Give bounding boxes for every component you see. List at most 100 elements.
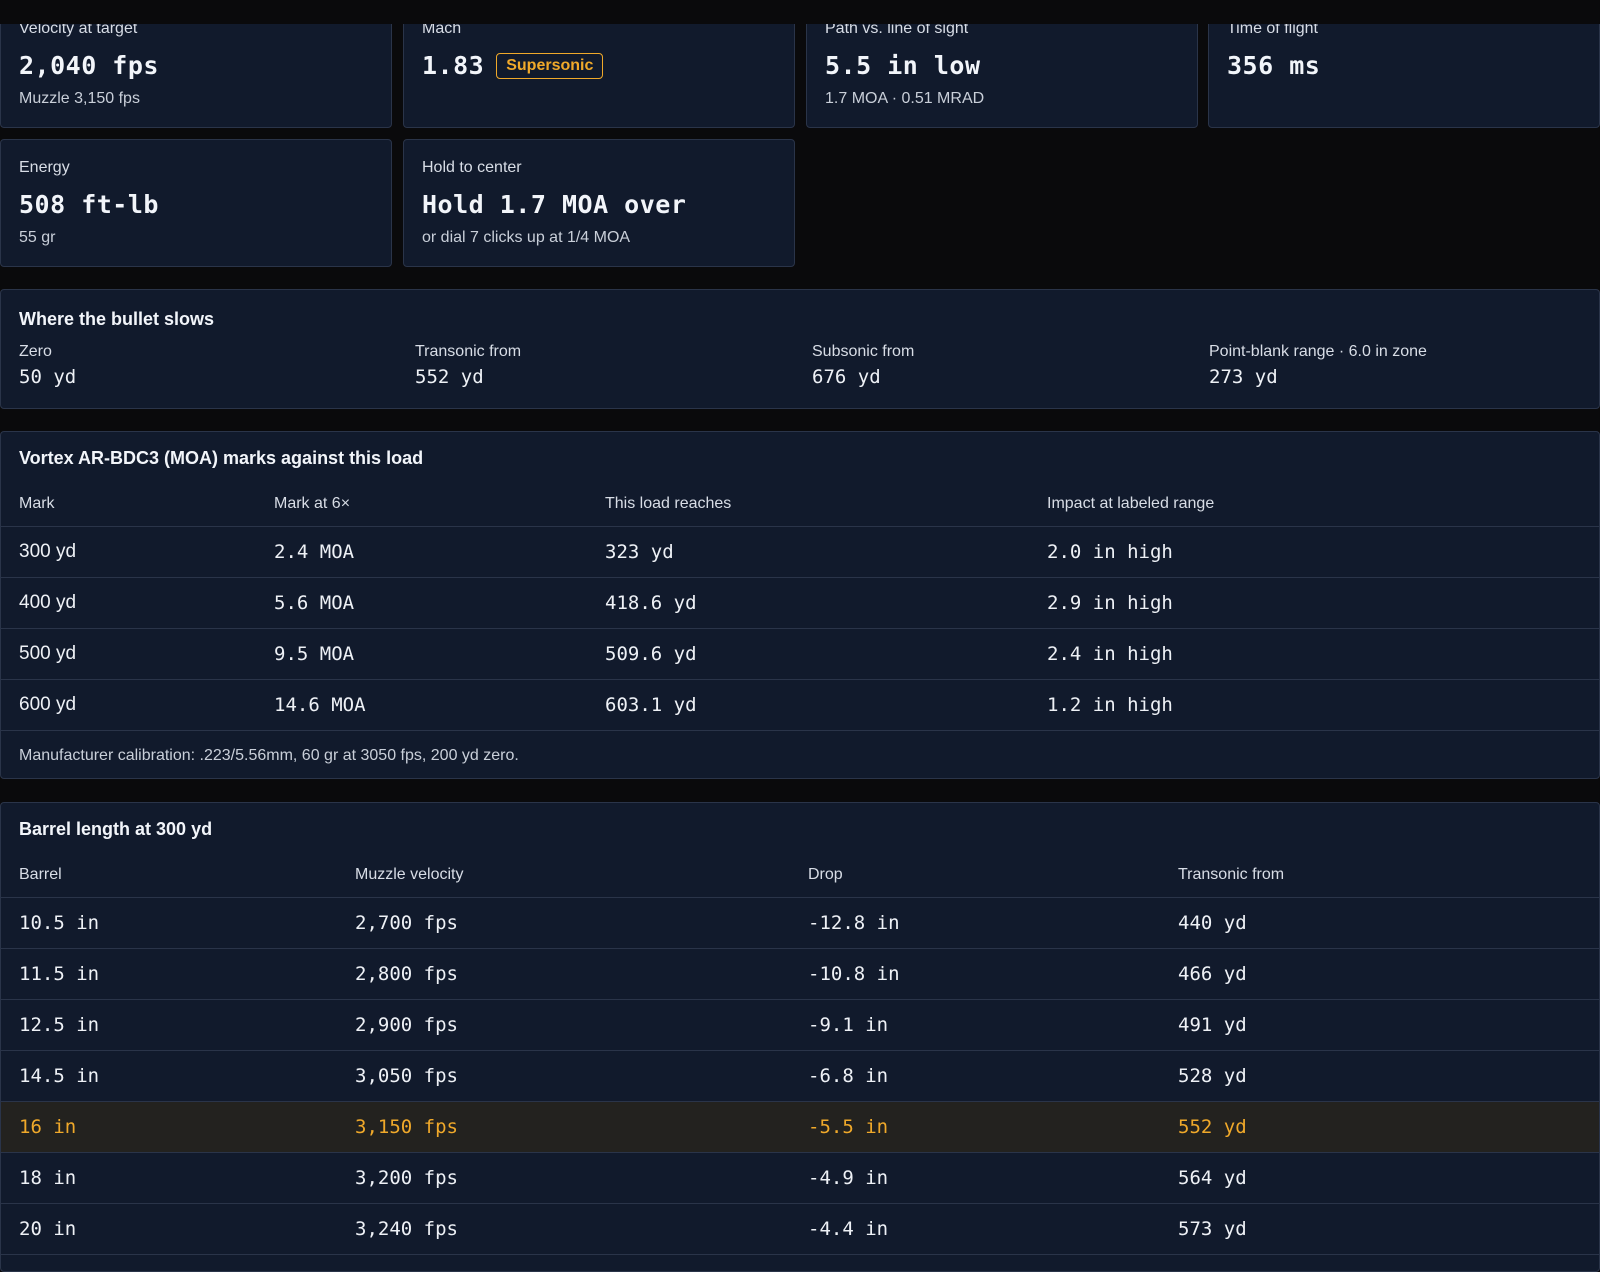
- bdc-cell-impact: 1.2 in high: [1029, 679, 1599, 731]
- barrel-cell-velocity: 2,900 fps: [337, 999, 790, 1051]
- transonic-value: 552 yd: [415, 366, 484, 388]
- table-row: 10.5 in 2,700 fps -12.8 in 440 yd: [1, 897, 1599, 949]
- barrel-cell-drop: -12.8 in: [790, 897, 1160, 949]
- table-row: 20 in 3,240 fps -4.4 in 573 yd: [1, 1203, 1599, 1255]
- table-row: 18 in 3,200 fps -4.9 in 564 yd: [1, 1152, 1599, 1204]
- bdc-cell-impact: 2.4 in high: [1029, 628, 1599, 680]
- barrel-cell-velocity: 2,800 fps: [337, 948, 790, 1000]
- energy-card: Energy 508 ft-lb 55 gr: [0, 139, 392, 267]
- bdc-cell-mark: 600 yd: [1, 679, 256, 731]
- path-sub: 1.7 MOA · 0.51 MRAD: [825, 90, 985, 107]
- bullet-slows-title: Where the bullet slows: [19, 309, 215, 329]
- bdc-header-impact: Impact at labeled range: [1029, 482, 1599, 527]
- table-row-highlighted: 16 in 3,150 fps -5.5 in 552 yd: [1, 1101, 1599, 1153]
- table-row: 14.5 in 3,050 fps -6.8 in 528 yd: [1, 1050, 1599, 1102]
- bdc-header-reaches: This load reaches: [587, 482, 1029, 527]
- barrel-cell-length: 12.5 in: [1, 999, 337, 1051]
- bdc-card: Vortex AR-BDC3 (MOA) marks against this …: [0, 431, 1600, 779]
- bdc-cell-impact: 2.0 in high: [1029, 526, 1599, 578]
- bdc-cell-impact: 2.9 in high: [1029, 577, 1599, 629]
- table-row: 500 yd 9.5 MOA 509.6 yd 2.4 in high: [1, 628, 1599, 680]
- point-blank-label: Point-blank range · 6.0 in zone: [1209, 343, 1427, 360]
- table-row: 400 yd 5.6 MOA 418.6 yd 2.9 in high: [1, 577, 1599, 629]
- mach-label: Mach: [422, 20, 462, 37]
- path-label: Path vs. line of sight: [825, 20, 969, 37]
- barrel-cell-length: 16 in: [1, 1101, 337, 1153]
- supersonic-badge: Supersonic: [496, 53, 604, 79]
- bdc-cell-mark: 300 yd: [1, 526, 256, 578]
- barrel-cell-velocity: 3,240 fps: [337, 1203, 790, 1255]
- zero-label: Zero: [19, 343, 52, 360]
- bdc-cell-mark: 400 yd: [1, 577, 256, 629]
- bdc-header-row: Mark Mark at 6× This load reaches Impact…: [1, 482, 1599, 527]
- bdc-footnote: Manufacturer calibration: .223/5.56mm, 6…: [19, 747, 519, 764]
- energy-sub: 55 gr: [19, 229, 56, 246]
- barrel-cell-length: 10.5 in: [1, 897, 337, 949]
- barrel-cell-transonic: 573 yd: [1160, 1203, 1599, 1255]
- barrel-cell-transonic: 552 yd: [1160, 1101, 1599, 1153]
- bdc-cell-moa: 14.6 MOA: [256, 679, 587, 731]
- barrel-cell-velocity: 3,200 fps: [337, 1152, 790, 1204]
- bdc-title: Vortex AR-BDC3 (MOA) marks against this …: [19, 448, 424, 468]
- barrel-header-velocity: Muzzle velocity: [337, 853, 790, 898]
- bdc-cell-reach: 603.1 yd: [587, 679, 1029, 731]
- zero-value: 50 yd: [19, 366, 77, 388]
- barrel-table: Barrel Muzzle velocity Drop Transonic fr…: [1, 853, 1599, 1255]
- time-label: Time of flight: [1227, 20, 1318, 37]
- bdc-header-mark-6x: Mark at 6×: [256, 482, 587, 527]
- bullet-slows-card: Where the bullet slows Zero 50 yd Transo…: [0, 289, 1600, 409]
- barrel-header-row: Barrel Muzzle velocity Drop Transonic fr…: [1, 853, 1599, 898]
- bdc-cell-moa: 5.6 MOA: [256, 577, 587, 629]
- barrel-cell-drop: -5.5 in: [790, 1101, 1160, 1153]
- energy-value: 508 ft-lb: [19, 190, 159, 219]
- barrel-header-barrel: Barrel: [1, 853, 337, 898]
- mach-value: 1.83: [422, 51, 485, 80]
- mach-value-row: 1.83 Supersonic: [422, 51, 604, 80]
- bdc-cell-mark: 500 yd: [1, 628, 256, 680]
- barrel-cell-transonic: 528 yd: [1160, 1050, 1599, 1102]
- top-edge: [0, 0, 1600, 24]
- path-value: 5.5 in low: [825, 51, 981, 80]
- table-row: 300 yd 2.4 MOA 323 yd 2.0 in high: [1, 526, 1599, 578]
- barrel-cell-length: 18 in: [1, 1152, 337, 1204]
- hold-value: Hold 1.7 MOA over: [422, 190, 687, 219]
- barrel-cell-drop: -4.9 in: [790, 1152, 1160, 1204]
- velocity-value: 2,040 fps: [19, 51, 159, 80]
- table-row: 12.5 in 2,900 fps -9.1 in 491 yd: [1, 999, 1599, 1051]
- bdc-cell-moa: 9.5 MOA: [256, 628, 587, 680]
- velocity-label: Velocity at target: [19, 20, 138, 37]
- hold-card: Hold to center Hold 1.7 MOA over or dial…: [403, 139, 795, 267]
- barrel-cell-transonic: 564 yd: [1160, 1152, 1599, 1204]
- barrel-cell-drop: -9.1 in: [790, 999, 1160, 1051]
- hold-label: Hold to center: [422, 159, 522, 176]
- bdc-header-mark: Mark: [1, 482, 256, 527]
- barrel-cell-velocity: 3,150 fps: [337, 1101, 790, 1153]
- hold-sub: or dial 7 clicks up at 1/4 MOA: [422, 229, 631, 246]
- point-blank-value: 273 yd: [1209, 366, 1278, 388]
- table-row: 600 yd 14.6 MOA 603.1 yd 1.2 in high: [1, 679, 1599, 731]
- barrel-header-transonic: Transonic from: [1160, 853, 1599, 898]
- barrel-card: Barrel length at 300 yd Barrel Muzzle ve…: [0, 802, 1600, 1272]
- velocity-sub: Muzzle 3,150 fps: [19, 90, 140, 107]
- subsonic-label: Subsonic from: [812, 343, 915, 360]
- barrel-header-drop: Drop: [790, 853, 1160, 898]
- time-value: 356 ms: [1227, 51, 1321, 80]
- table-row: 11.5 in 2,800 fps -10.8 in 466 yd: [1, 948, 1599, 1000]
- barrel-cell-length: 11.5 in: [1, 948, 337, 1000]
- barrel-cell-drop: -10.8 in: [790, 948, 1160, 1000]
- barrel-cell-drop: -4.4 in: [790, 1203, 1160, 1255]
- barrel-cell-transonic: 466 yd: [1160, 948, 1599, 1000]
- barrel-title: Barrel length at 300 yd: [19, 819, 213, 839]
- transonic-label: Transonic from: [415, 343, 522, 360]
- bdc-cell-moa: 2.4 MOA: [256, 526, 587, 578]
- subsonic-value: 676 yd: [812, 366, 881, 388]
- barrel-cell-transonic: 440 yd: [1160, 897, 1599, 949]
- barrel-cell-velocity: 2,700 fps: [337, 897, 790, 949]
- barrel-cell-drop: -6.8 in: [790, 1050, 1160, 1102]
- bdc-cell-reach: 323 yd: [587, 526, 1029, 578]
- barrel-cell-velocity: 3,050 fps: [337, 1050, 790, 1102]
- barrel-cell-transonic: 491 yd: [1160, 999, 1599, 1051]
- bdc-cell-reach: 418.6 yd: [587, 577, 1029, 629]
- barrel-cell-length: 20 in: [1, 1203, 337, 1255]
- energy-label: Energy: [19, 159, 70, 176]
